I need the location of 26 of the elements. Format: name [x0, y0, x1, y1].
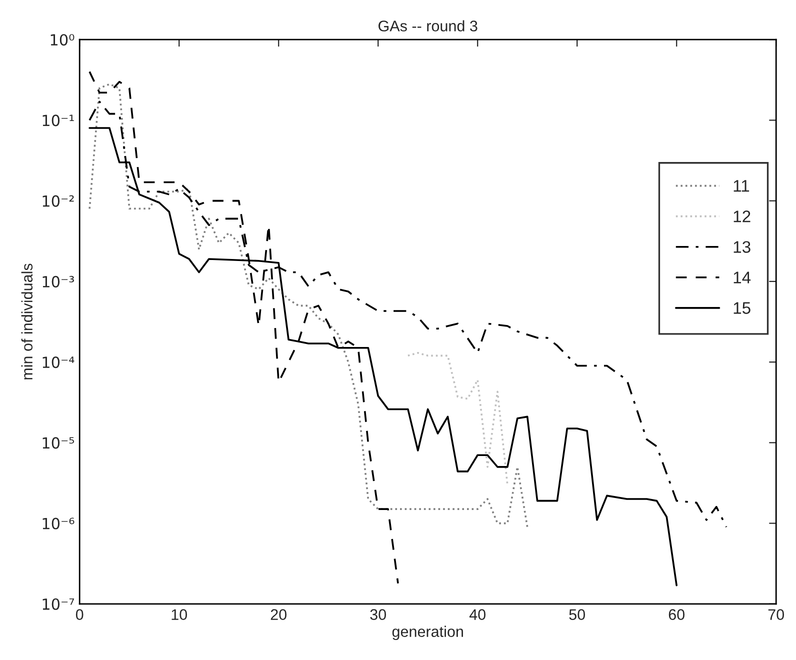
y-axis-title: min of individuals: [21, 264, 33, 380]
legend-label: 11: [734, 180, 750, 192]
y-tick-label: 10⁻⁶: [42, 518, 74, 530]
x-tick-label: 70: [768, 609, 784, 620]
y-tick-label: 10⁻⁵: [42, 437, 74, 449]
y-tick-label: 10⁰: [50, 34, 74, 46]
legend-label: 14: [734, 272, 751, 284]
y-tick-label: 10⁻⁷: [42, 598, 74, 610]
x-tick-label: 40: [469, 609, 486, 620]
legend-label: 15: [734, 302, 750, 314]
y-tick-label: 10⁻¹: [42, 114, 74, 126]
chart-title: GAs -- round 3: [378, 20, 478, 32]
y-tick-label: 10⁻³: [42, 276, 74, 288]
x-tick-label: 30: [370, 609, 386, 620]
x-tick-label: 60: [668, 609, 684, 620]
line-series: [88, 83, 528, 528]
line-series: [407, 352, 508, 486]
y-tick-label: 10⁻⁴: [42, 356, 74, 368]
x-tick-label: 10: [172, 609, 187, 620]
legend-label: 12: [734, 210, 750, 222]
x-tick-label: 0: [76, 609, 84, 620]
x-axis-title: generation: [392, 626, 463, 640]
x-tick-label: 50: [569, 609, 585, 620]
y-tick-label: 10⁻²: [42, 195, 74, 207]
x-tick-label: 20: [270, 609, 286, 620]
legend-label: 13: [734, 241, 750, 253]
